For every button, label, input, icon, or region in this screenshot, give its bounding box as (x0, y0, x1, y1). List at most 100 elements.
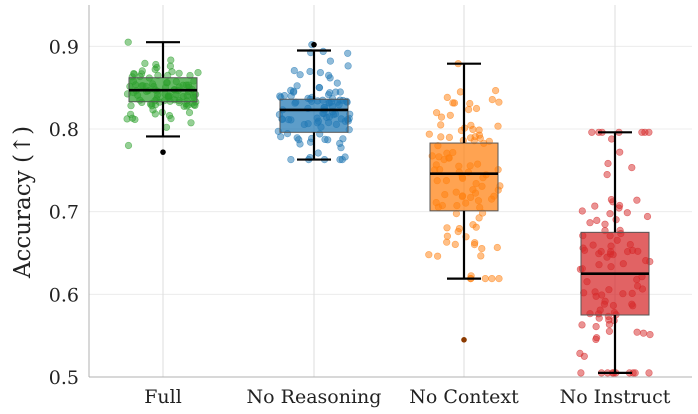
data-point (183, 102, 191, 110)
data-point (578, 207, 586, 215)
outlier-point (461, 337, 467, 343)
y-tick-label: 0.7 (49, 202, 79, 224)
data-point (446, 111, 454, 119)
data-point (605, 327, 614, 335)
data-point (633, 328, 641, 336)
data-point (425, 130, 433, 138)
data-point (580, 352, 588, 360)
data-point (433, 109, 441, 117)
data-point (194, 68, 202, 77)
data-point (437, 113, 446, 121)
y-tick-label: 0.9 (49, 36, 79, 58)
data-point (603, 171, 611, 179)
data-point (481, 275, 489, 283)
data-point (316, 68, 325, 77)
data-point (451, 240, 459, 248)
data-point (450, 99, 459, 107)
axes (88, 5, 692, 378)
data-point (643, 212, 652, 221)
data-point (315, 83, 323, 92)
data-point (437, 121, 445, 129)
x-tick-label: No Reasoning (247, 386, 382, 408)
data-point (167, 56, 175, 64)
data-point (165, 111, 174, 120)
data-point (488, 95, 496, 104)
box-iqr (429, 142, 499, 212)
x-tick-label: Full (144, 386, 182, 408)
y-axis-label: Accuracy (↑) (10, 126, 36, 279)
data-point (280, 91, 289, 100)
data-point (475, 214, 483, 222)
data-point (586, 219, 594, 227)
grid-lines (89, 5, 692, 378)
data-point (293, 82, 301, 90)
data-point (130, 70, 138, 78)
data-point (326, 57, 335, 65)
data-point (645, 128, 653, 136)
data-point (492, 86, 500, 95)
data-point (588, 128, 596, 136)
data-point (645, 369, 653, 377)
data-point (593, 216, 601, 224)
data-point (604, 159, 612, 168)
data-point (633, 196, 641, 204)
data-point (287, 86, 295, 94)
data-point (476, 134, 484, 142)
data-point (592, 323, 600, 331)
data-point (578, 321, 586, 329)
data-point (454, 228, 462, 236)
data-point (577, 369, 585, 377)
data-point (495, 275, 503, 283)
data-point (434, 252, 442, 260)
data-point (443, 93, 451, 101)
data-point (443, 232, 452, 240)
data-point (187, 119, 195, 127)
data-point (477, 252, 485, 260)
data-point (472, 104, 481, 113)
data-point (306, 67, 314, 76)
data-point (478, 245, 486, 253)
data-point (191, 101, 199, 109)
data-point (162, 123, 171, 131)
data-point (646, 331, 654, 339)
x-tick-label: No Instruct (560, 386, 671, 408)
y-tick-label: 0.5 (49, 367, 79, 389)
data-point (592, 334, 601, 342)
data-point (466, 99, 474, 108)
data-point (314, 149, 322, 157)
data-point (151, 110, 159, 118)
data-point (443, 238, 451, 246)
data-point (443, 224, 451, 232)
jitter-points (123, 38, 654, 377)
data-point (344, 49, 352, 57)
data-point (321, 135, 329, 143)
data-point (437, 133, 445, 141)
outlier-point (160, 149, 166, 155)
data-point (638, 128, 646, 136)
data-point (141, 59, 149, 68)
data-point (153, 63, 161, 72)
data-point (469, 221, 477, 229)
data-point (185, 108, 194, 117)
data-point (601, 220, 609, 228)
data-point (425, 251, 433, 259)
boxes (128, 41, 650, 374)
data-point (124, 38, 132, 46)
data-point (488, 275, 496, 283)
data-point (344, 62, 352, 70)
data-point (175, 69, 183, 77)
data-point (628, 164, 636, 172)
data-point (293, 134, 301, 142)
data-point (127, 102, 135, 110)
data-point (591, 202, 599, 210)
data-point (290, 66, 298, 75)
tick-labels: 0.5 0.6 0.7 0.8 0.9 Full No Reasoning No Contex… (49, 36, 671, 408)
data-point (470, 241, 479, 249)
data-point (493, 243, 501, 252)
y-tick-label: 0.6 (49, 284, 79, 306)
x-tick-label: No Context (409, 386, 519, 408)
data-point (336, 139, 344, 147)
data-point (606, 210, 614, 218)
data-point (494, 122, 502, 130)
